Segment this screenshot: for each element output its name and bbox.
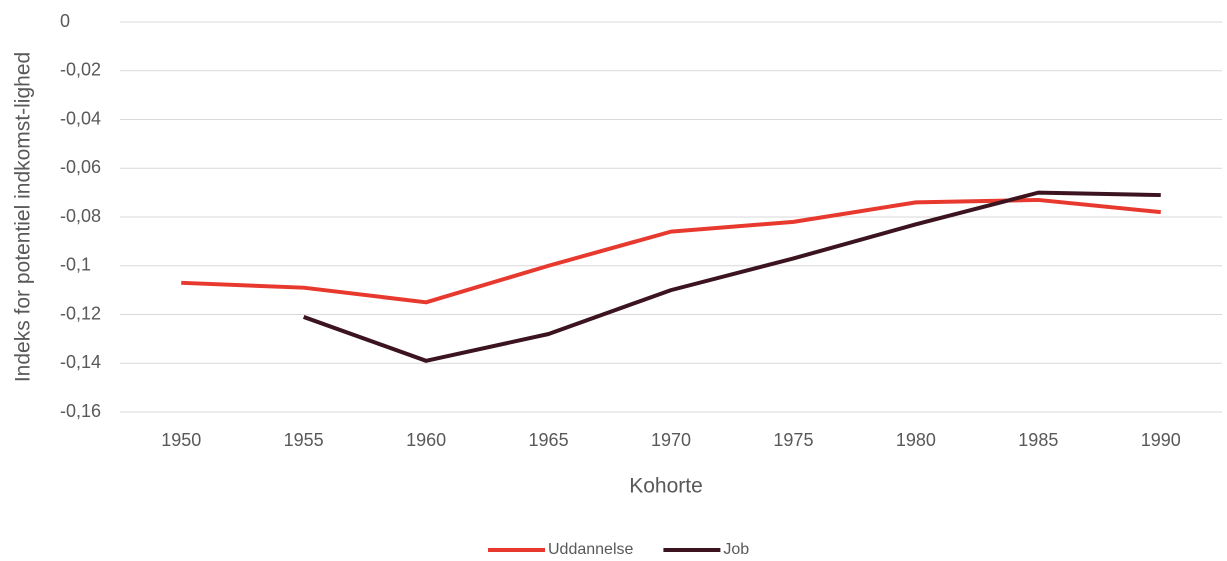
legend-label: Uddannelse	[548, 541, 634, 558]
x-tick-label: 1980	[896, 430, 936, 450]
series-line	[181, 197, 1161, 305]
y-tick-label: -0,06	[60, 157, 101, 177]
y-tick-label: -0,12	[60, 303, 101, 323]
x-tick-label: 1960	[406, 430, 446, 450]
x-tick-label: 1990	[1141, 430, 1181, 450]
x-tick-label: 1970	[651, 430, 691, 450]
y-tick-label: -0,02	[60, 60, 101, 80]
y-tick-label: -0,1	[60, 255, 91, 275]
series-line	[302, 190, 1161, 363]
legend-label: Job	[723, 541, 749, 558]
y-tick-label: -0,08	[60, 206, 101, 226]
y-axis-title: Indeks for potentiel indkomst-lighed	[12, 52, 35, 382]
x-tick-label: 1985	[1018, 430, 1058, 450]
x-tick-label: 1950	[161, 430, 201, 450]
x-axis-title: Kohorte	[629, 475, 703, 498]
x-tick-label: 1975	[773, 430, 813, 450]
y-tick-label: -0,14	[60, 352, 101, 372]
x-tick-label: 1965	[529, 430, 569, 450]
x-tick-label: 1955	[284, 430, 324, 450]
y-tick-label: -0,04	[60, 108, 101, 128]
y-tick-label: 0	[60, 11, 70, 31]
y-tick-label: -0,16	[60, 401, 101, 421]
